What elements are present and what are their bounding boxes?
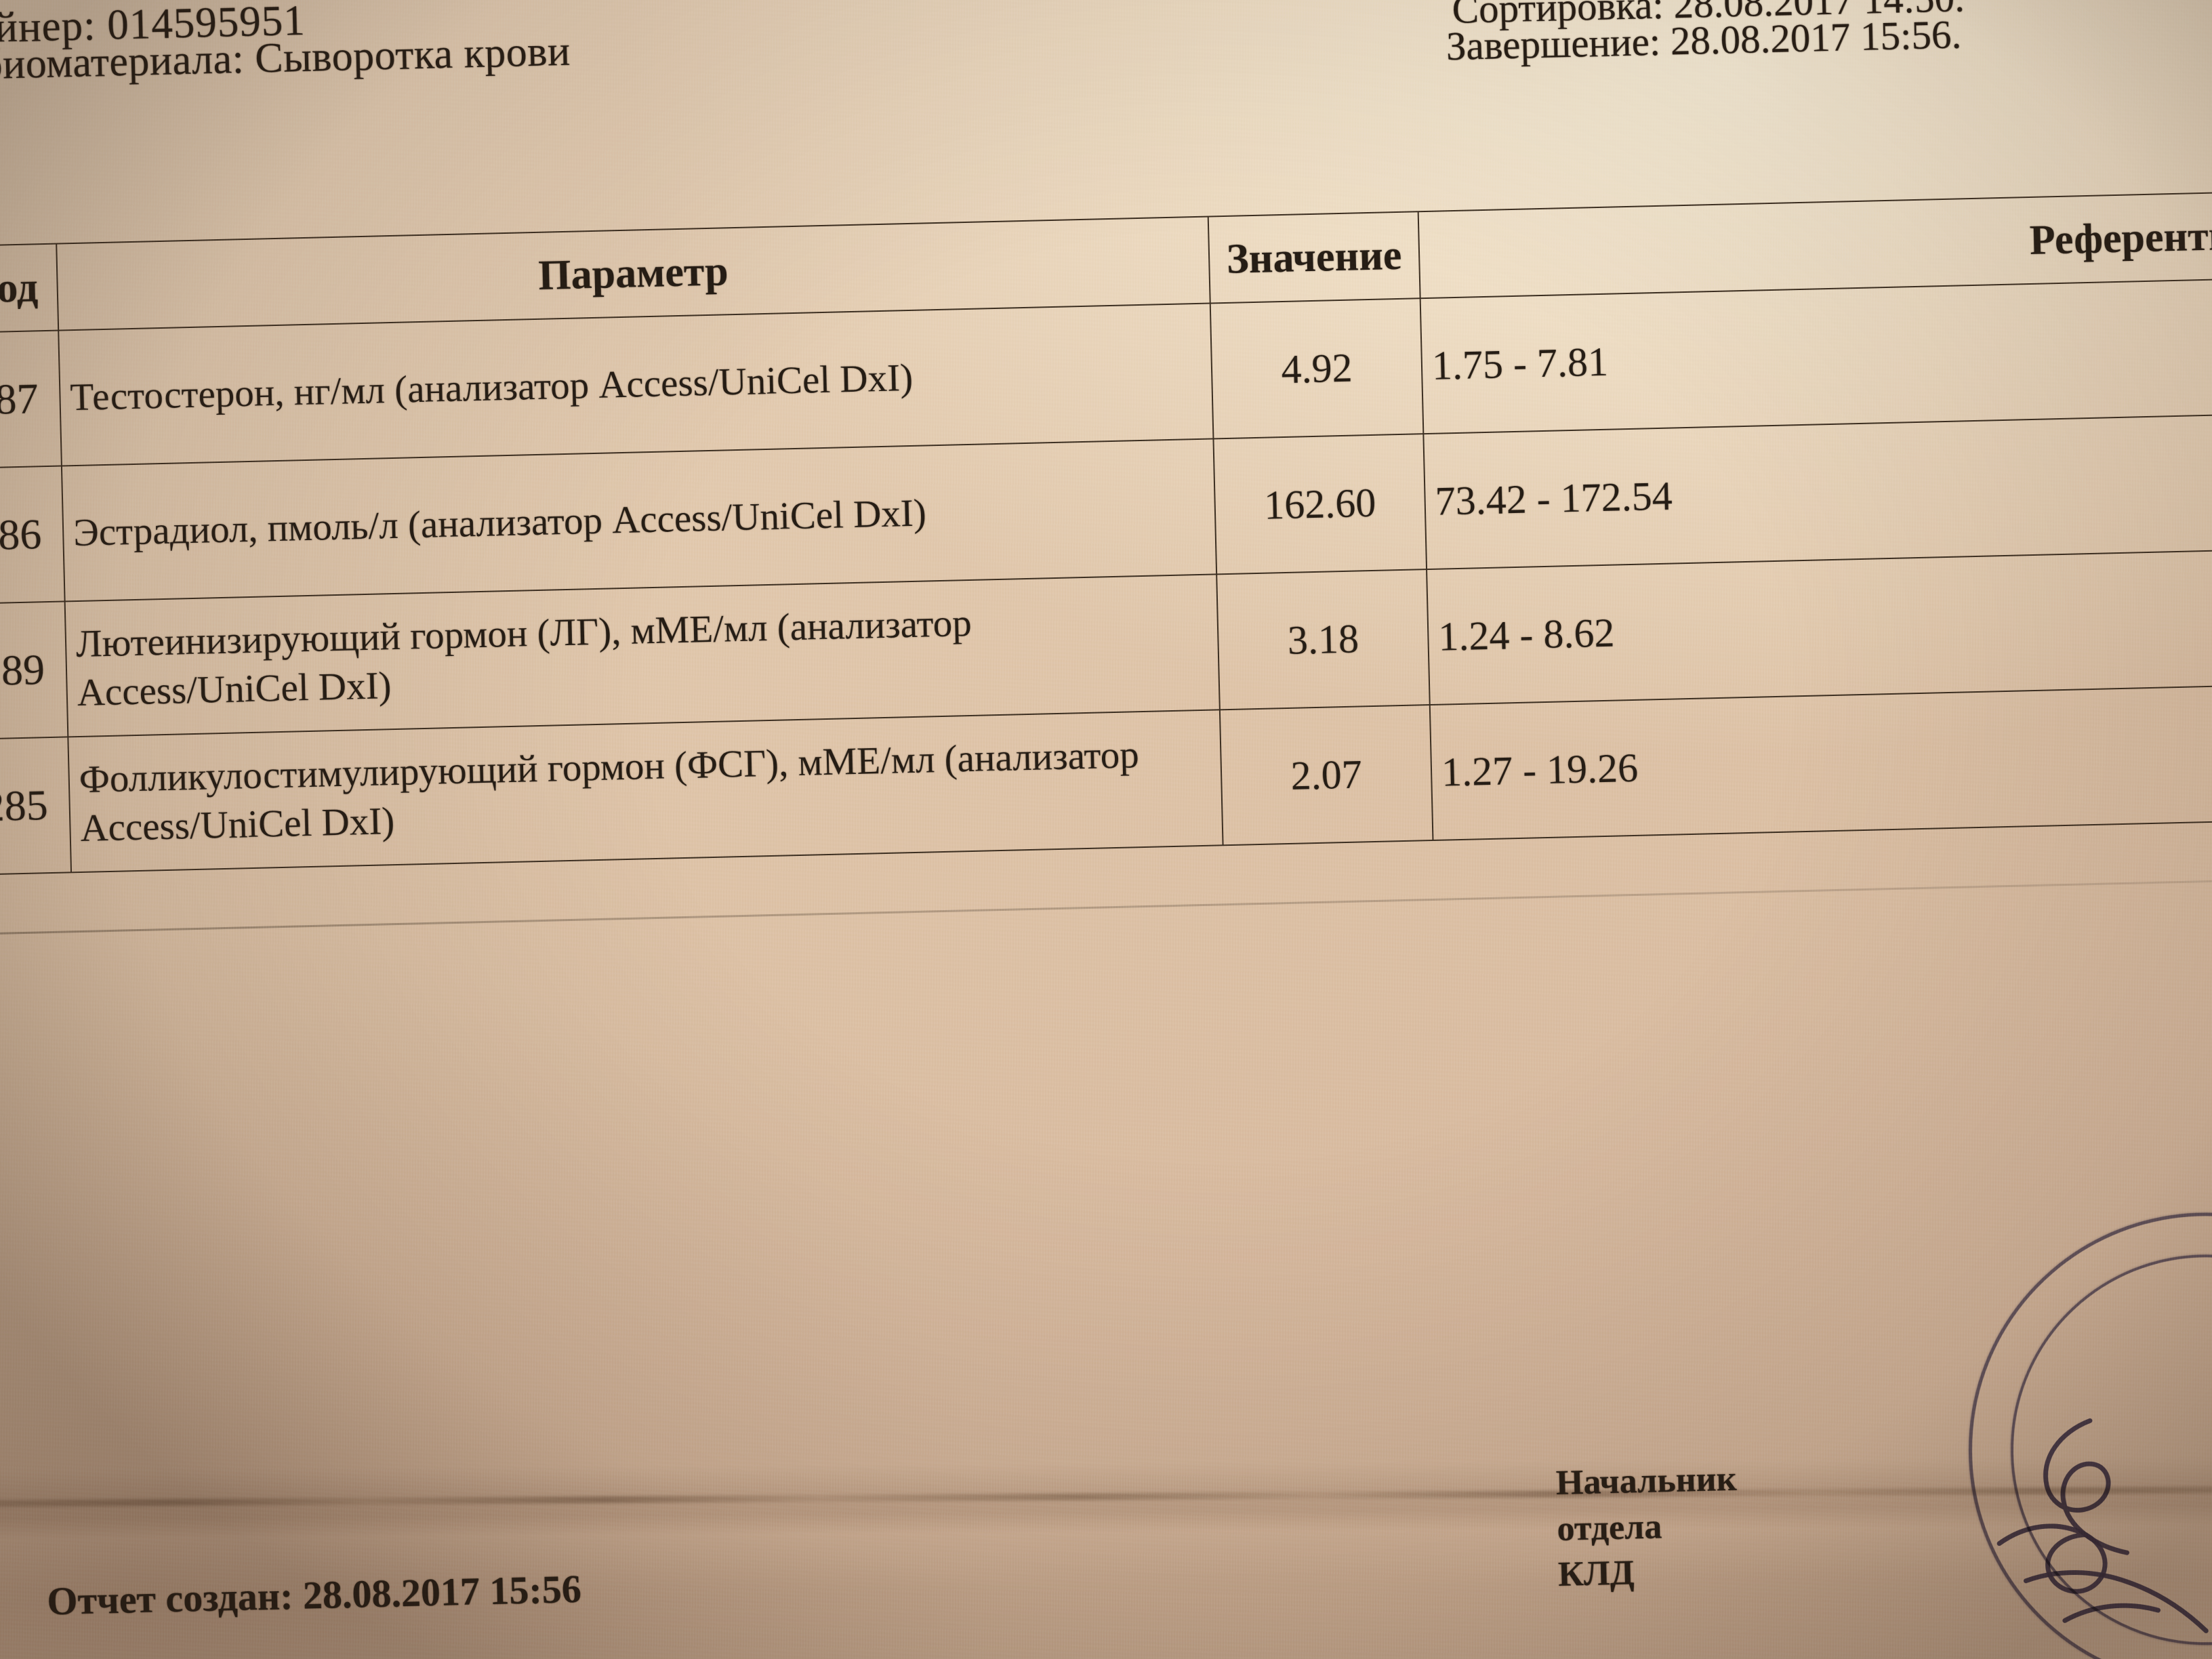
results-table: Код Параметр Значение Референтны 287 Тес… (0, 191, 2212, 876)
stamp-outer-ring (1903, 1147, 2212, 1659)
cell-value: 4.92 (1210, 298, 1424, 439)
column-header-code: Код (0, 243, 59, 333)
signatory-line-1: Начальник (1555, 1459, 1738, 1502)
official-round-stamp: акционер Цент торі (1903, 1147, 2212, 1659)
cell-value: 3.18 (1216, 569, 1430, 710)
signatory-line-3: КЛД (1557, 1553, 1635, 1595)
cell-code: 289 (0, 601, 68, 740)
paper-fold-edge (0, 1486, 2212, 1507)
cell-code: 287 (0, 330, 62, 469)
report-created-text: Отчет создан: 28.08.2017 15:56 (46, 1566, 582, 1624)
cell-reference: 1.27 - 19.26 (1429, 684, 2212, 840)
signature-svg (1996, 1418, 2209, 1633)
cell-reference: 1.75 - 7.81 (1420, 278, 2212, 434)
column-header-value: Значение (1208, 211, 1420, 304)
signatory-block: Начальник отдела КЛД (1555, 1456, 1739, 1598)
cell-value: 162.60 (1213, 434, 1427, 575)
cell-code: 285 (0, 737, 72, 876)
cell-parameter: Фолликулостимулирующий гормон (ФСГ), мМЕ… (68, 710, 1223, 873)
cell-reference: 73.42 - 172.54 (1423, 413, 2212, 570)
cell-parameter: Эстрадиол, пмоль/л (анализатор Access/Un… (61, 438, 1217, 602)
cell-code: 286 (0, 466, 65, 605)
cell-reference: 1.24 - 8.62 (1427, 549, 2212, 705)
handwritten-signature (1921, 1405, 2212, 1643)
stamp-text-svg: акционер Цент торі (1904, 1147, 2212, 1659)
signatory-line-2: отдела (1556, 1507, 1662, 1549)
table-bottom-rule (0, 878, 2212, 936)
cell-parameter: Тестостерон, нг/мл (анализатор Access/Un… (58, 303, 1214, 466)
results-table-wrapper: Код Параметр Значение Референтны 287 Тес… (0, 191, 2212, 876)
stamp-inner-ring (1957, 1201, 2212, 1659)
cell-parameter: Лютеинизирующий гормон (ЛГ), мМЕ/мл (ана… (64, 574, 1220, 737)
cell-value: 2.07 (1219, 705, 1433, 846)
paper-fold-shadow (0, 1456, 2212, 1659)
